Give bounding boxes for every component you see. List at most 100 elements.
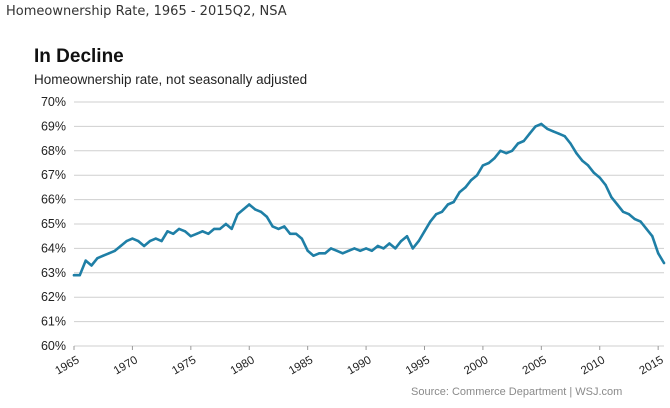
data-point [90,264,93,267]
data-point [417,239,420,243]
data-point [177,227,181,231]
data-point [271,225,274,228]
y-tick-label: 61% [41,315,66,329]
x-tick-label: 1990 [345,354,373,377]
data-point [440,210,444,213]
data-point [481,164,485,167]
data-point [657,252,660,255]
data-point [283,225,286,228]
data-point [388,242,391,245]
page-title: Homeownership Rate, 1965 - 2015Q2, NSA [6,4,287,19]
data-point [102,254,105,257]
data-point [382,247,385,250]
y-tick-label: 63% [41,266,66,280]
y-tick-label: 67% [41,168,66,182]
data-point [207,232,210,235]
data-point [662,261,666,265]
data-point [218,227,222,231]
data-point [429,220,432,223]
y-tick-label: 69% [41,119,66,133]
data-point [616,203,619,206]
data-point [452,200,455,204]
data-point [107,252,111,255]
y-tick-label: 60% [41,339,66,353]
data-point [610,196,613,199]
data-point [510,149,514,152]
data-point [183,230,187,233]
data-point [312,254,315,257]
data-point [148,239,152,243]
data-point [546,127,549,130]
data-point [651,235,654,238]
data-point [248,203,251,206]
data-point [318,252,321,255]
data-point [335,249,339,252]
x-axis: 1965 1970 1975 1980 1985 1990 1995 2000 2005 2010… [53,346,666,377]
data-point [288,232,292,235]
data-point [598,176,601,179]
data-point [359,249,362,252]
data-point [160,239,163,243]
chart-subtitle: Homeownership rate, not seasonally adjus… [34,72,308,87]
y-tick-label: 66% [41,193,66,207]
y-tick-label: 68% [41,144,66,158]
data-point [575,152,578,155]
data-point [364,247,368,250]
data-point [627,213,631,216]
data-point [633,217,636,221]
data-point [405,235,409,238]
x-tick-label: 1985 [287,354,315,377]
data-point [505,152,508,155]
data-point [78,274,82,277]
data-point [242,208,245,211]
data-point [604,183,607,187]
gridlines [74,101,664,347]
data-point [586,164,590,167]
data-point [534,125,537,128]
data-point [324,252,327,255]
series-layer [72,122,666,277]
data-point [528,132,531,135]
data-point [370,249,374,252]
data-point [540,122,543,126]
data-point [569,142,572,145]
data-point [516,142,520,145]
data-point [464,186,467,189]
y-tick-label: 65% [41,217,66,231]
x-tick-label: 2000 [462,354,490,377]
chart-title: In Decline [34,46,124,67]
data-point [475,174,479,177]
data-point [230,227,233,231]
data-point [125,239,128,243]
data-point [435,213,438,216]
data-point [172,232,175,235]
x-tick-label: 1980 [229,354,257,377]
data-point [563,135,566,138]
data-point [213,227,216,231]
data-point [265,215,268,218]
data-point [581,159,584,162]
data-point [645,227,648,231]
data-point [347,249,350,252]
source-note: Source: Commerce Department | WSJ.com [411,386,623,398]
data-point [113,249,117,252]
data-point [470,178,473,182]
data-point [376,244,379,248]
x-tick-label: 1965 [53,354,81,377]
data-point [394,247,397,250]
y-tick-label: 62% [41,290,66,304]
data-point [253,208,257,211]
x-tick-label: 1975 [170,354,198,377]
data-point [277,227,280,231]
data-point [423,230,426,233]
data-point [189,235,192,238]
data-point [294,232,298,235]
data-point [224,222,228,226]
data-point [306,249,309,252]
x-tick-label: 2010 [579,354,607,377]
data-point [341,252,344,255]
data-point [411,247,414,250]
data-point [329,247,333,250]
data-point [499,149,502,152]
